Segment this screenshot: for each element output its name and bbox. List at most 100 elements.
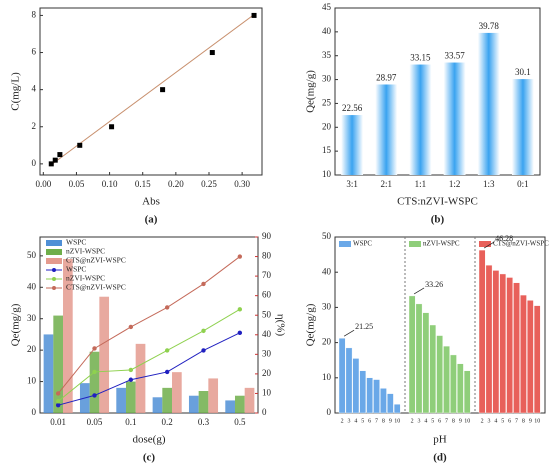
x-tick-label: 6 xyxy=(508,418,511,424)
data-point xyxy=(48,161,54,167)
x-tick-label: 10 xyxy=(394,418,400,424)
x-tick-label: 5 xyxy=(431,418,434,424)
value-label: 39.78 xyxy=(479,21,500,31)
value-label: 28.97 xyxy=(376,73,397,83)
x-tick-label: 1:1 xyxy=(415,179,427,189)
bar xyxy=(533,305,541,414)
x-tick-label: 2:1 xyxy=(380,179,392,189)
x-tick-label: 0.20 xyxy=(168,179,184,189)
line-series xyxy=(57,308,241,402)
y-tick-label: 50 xyxy=(27,250,37,260)
annotation: 21.25 xyxy=(355,322,373,331)
y-tick-label: 20 xyxy=(322,337,332,347)
y-tick-label: 30 xyxy=(27,313,37,323)
line-marker xyxy=(164,305,170,310)
bar xyxy=(457,363,464,414)
panel-label: (d) xyxy=(433,452,447,464)
x-tick-label: 5 xyxy=(501,418,504,424)
bar xyxy=(359,370,367,414)
data-point xyxy=(57,152,63,158)
bar xyxy=(375,84,398,175)
legend-label: nZVI-WSPC xyxy=(66,247,105,256)
x-tick-label: 8 xyxy=(452,418,455,424)
bar xyxy=(387,393,394,414)
x-tick-label: 4 xyxy=(354,418,357,424)
line-marker xyxy=(92,369,97,375)
x-tick-label: 10 xyxy=(534,418,540,424)
bar xyxy=(380,388,387,414)
y-tick-label: 2 xyxy=(32,121,37,131)
bar xyxy=(393,404,401,414)
line-marker xyxy=(128,367,134,373)
legend-label: CTS@nZVI-WSPC xyxy=(66,256,126,265)
x-tick-label: 6 xyxy=(438,418,441,424)
x-tick-label: 2 xyxy=(411,418,414,424)
x-axis-label: pH xyxy=(433,434,447,446)
bar xyxy=(513,282,520,414)
line-marker xyxy=(128,377,134,382)
x-tick-label: 2 xyxy=(341,418,344,424)
fit-line xyxy=(49,13,256,167)
bar xyxy=(53,315,64,413)
y-tick-label: 6 xyxy=(32,47,37,57)
annotation: 46.28 xyxy=(495,234,513,243)
plot-frame xyxy=(39,7,263,176)
annotation-arrow xyxy=(413,287,425,295)
bar xyxy=(436,335,443,414)
bar xyxy=(511,79,534,175)
x-tick-label: 0.01 xyxy=(50,417,66,427)
y2-tick-label: 30 xyxy=(262,348,272,358)
panel-label: (a) xyxy=(145,214,158,226)
line-marker xyxy=(92,393,97,398)
line-marker xyxy=(201,328,206,334)
data-point xyxy=(109,124,115,130)
line-marker xyxy=(237,330,243,336)
value-label: 30.1 xyxy=(515,67,531,77)
bar xyxy=(43,334,54,413)
y-tick-label: 45 xyxy=(322,2,332,12)
legend-swatch xyxy=(46,258,62,264)
y-tick-label: 10 xyxy=(322,169,332,179)
x-axis-label: Abs xyxy=(142,196,160,208)
line-marker xyxy=(164,369,170,375)
y2-tick-label: 50 xyxy=(262,309,272,319)
bar xyxy=(443,345,450,414)
bar xyxy=(352,358,360,414)
bar xyxy=(208,378,219,413)
value-label: 33.15 xyxy=(410,53,431,63)
y-tick-label: 20 xyxy=(322,121,332,131)
legend-marker xyxy=(52,286,56,290)
y-tick-label: 30 xyxy=(322,74,332,84)
data-point xyxy=(160,87,166,93)
legend-swatch xyxy=(479,241,491,247)
line-marker xyxy=(201,348,206,353)
legend-swatch xyxy=(46,249,62,255)
legend-label: WSPC xyxy=(66,238,86,247)
x-axis-label: CTS:nZVI-WSPC xyxy=(397,196,478,208)
x-tick-label: 5 xyxy=(361,418,364,424)
annotation: 33.26 xyxy=(425,280,443,289)
y-tick-label: 50 xyxy=(322,231,332,241)
y-tick-label: 0 xyxy=(32,158,37,168)
x-tick-label: 0.00 xyxy=(35,179,51,189)
legend-label: CTS@nZVI-WSPC xyxy=(66,283,126,292)
bar xyxy=(244,387,255,413)
y2-tick-label: 70 xyxy=(262,270,272,280)
line-marker xyxy=(237,254,243,259)
x-tick-label: 3 xyxy=(417,418,420,424)
data-point xyxy=(251,12,257,18)
bar xyxy=(198,391,209,413)
bar xyxy=(409,64,432,175)
x-tick-label: 0.1 xyxy=(125,417,136,427)
y2-tick-label: 20 xyxy=(262,368,272,378)
bar xyxy=(234,395,245,413)
bar xyxy=(415,303,423,414)
line-marker xyxy=(237,307,243,312)
legend-marker xyxy=(52,277,56,281)
x-tick-label: 10 xyxy=(464,418,470,424)
legend-label: nZVI-WSPC xyxy=(423,240,460,248)
legend-label: WSPC xyxy=(353,240,372,248)
plot-frame xyxy=(334,7,541,176)
x-tick-label: 8 xyxy=(522,418,525,424)
